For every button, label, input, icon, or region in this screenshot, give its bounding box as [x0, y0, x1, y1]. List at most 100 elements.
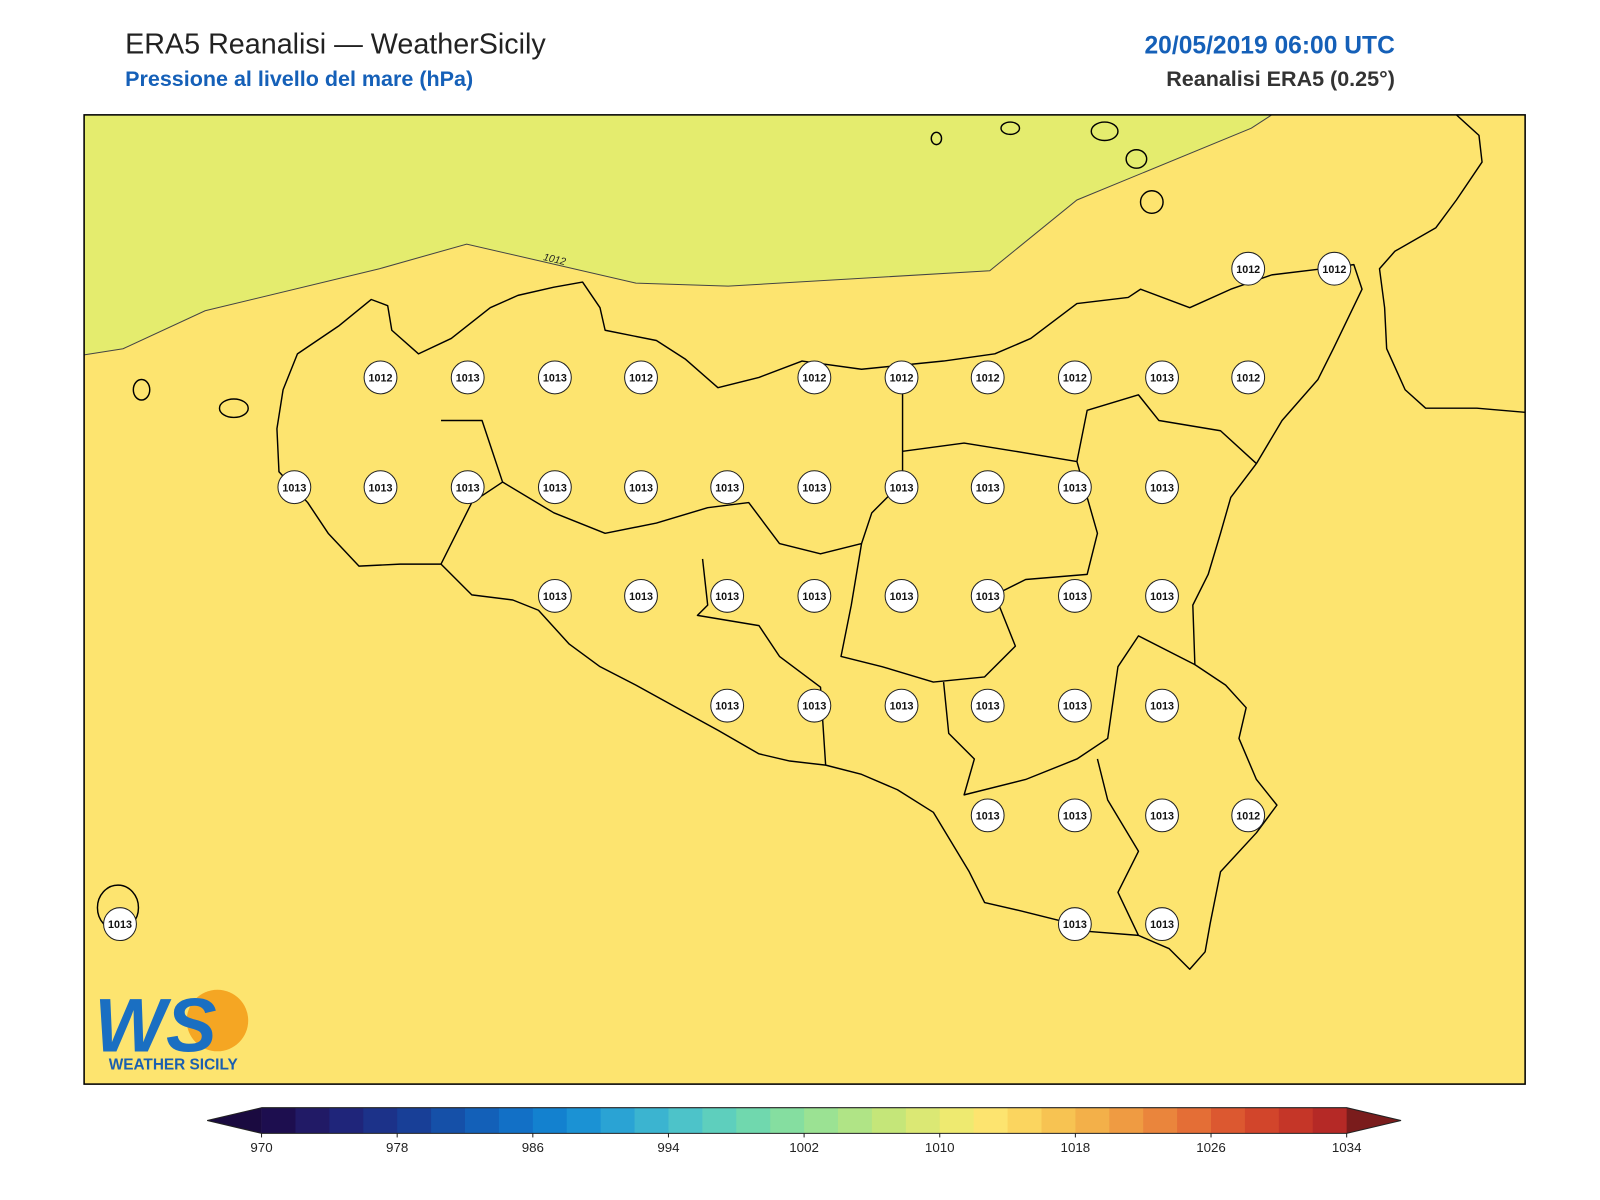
colorbar-segment	[261, 1107, 296, 1134]
stations: 1012 1012 1012 1013 1013 1012 1012 1012 1012 1012…	[103, 251, 1352, 942]
sicily-coast	[276, 263, 1363, 970]
station-label: 1013	[1063, 919, 1087, 931]
station-marker	[1057, 360, 1092, 395]
regional-borders	[440, 364, 1257, 936]
station-marker	[1057, 578, 1092, 613]
station-label: 1012	[802, 373, 826, 385]
station-marker	[1145, 688, 1179, 723]
station-label: 1013	[715, 701, 739, 713]
island	[132, 378, 151, 401]
station-label: 1013	[1063, 701, 1087, 713]
colorbar-segment	[1007, 1107, 1042, 1134]
station-label: 1012	[1236, 373, 1260, 385]
colorbar-tick-label: 1010	[925, 1140, 955, 1155]
colorbar-segment	[1143, 1107, 1178, 1134]
colorbar-segment	[973, 1107, 1009, 1134]
station-marker	[1231, 251, 1266, 286]
colorbar-segment	[1109, 1107, 1144, 1134]
map-frame	[83, 114, 1526, 1085]
colorbar-segment	[905, 1107, 941, 1134]
station-label: 1013	[1063, 810, 1087, 822]
isobar	[84, 114, 1273, 356]
colorbar-segment	[1177, 1107, 1212, 1134]
station-label: 1012	[1063, 373, 1087, 385]
station-label: 1013	[543, 591, 567, 603]
station-marker	[710, 688, 745, 723]
station-label: 1013	[976, 482, 1000, 494]
colorbar-segment	[566, 1107, 602, 1134]
station-label: 1013	[802, 591, 826, 603]
colorbar-segment	[804, 1107, 839, 1134]
colorbar-segment	[532, 1107, 568, 1134]
colorbar-segment	[770, 1107, 805, 1134]
station-marker	[363, 360, 398, 395]
colorbar-segment	[498, 1107, 534, 1134]
colorbar-tick-label: 1002	[789, 1140, 819, 1155]
colorbar-segment	[736, 1107, 771, 1134]
island	[1000, 121, 1021, 136]
station-marker	[1145, 798, 1179, 833]
station-label: 1013	[369, 482, 393, 494]
station-marker	[797, 578, 832, 613]
station-label: 1013	[1063, 591, 1087, 603]
colorbar-segment	[600, 1107, 636, 1134]
station-label: 1013	[629, 591, 653, 603]
station-marker	[624, 360, 658, 395]
colorbar-segment	[1312, 1107, 1348, 1134]
colorbar-segment	[431, 1107, 466, 1134]
station-label: 1013	[802, 701, 826, 713]
station-marker	[537, 360, 572, 395]
colorbar-segment	[1244, 1107, 1280, 1134]
station-label: 1013	[629, 482, 653, 494]
station-label: 1013	[456, 373, 480, 385]
station-label: 1013	[890, 591, 914, 603]
station-label: 1013	[890, 482, 914, 494]
station-label: 1013	[715, 482, 739, 494]
station-marker	[970, 688, 1005, 723]
station-label: 1013	[976, 810, 1000, 822]
station-marker	[884, 688, 919, 723]
station-marker	[710, 578, 745, 613]
station-label: 1013	[543, 482, 567, 494]
station-label: 1013	[1150, 701, 1174, 713]
station-marker	[624, 470, 658, 505]
station-label: 1013	[456, 482, 480, 494]
station-marker	[970, 470, 1005, 505]
station-marker	[970, 360, 1005, 395]
station-marker	[1231, 798, 1266, 833]
pressure-area	[84, 114, 1272, 355]
station-label: 1013	[1150, 810, 1174, 822]
station-label: 1012	[1236, 264, 1260, 276]
station-marker	[884, 470, 919, 505]
station-label: 1013	[1150, 591, 1174, 603]
station-marker	[797, 470, 832, 505]
colorbar-tick-label: 978	[386, 1140, 408, 1155]
station-label: 1012	[976, 373, 1000, 385]
station-marker	[970, 798, 1005, 833]
date: 20/05/2019 06:00 UTC	[1144, 32, 1395, 59]
island	[1139, 190, 1164, 215]
station-label: 1013	[1150, 373, 1174, 385]
colorbar-segment	[668, 1107, 703, 1134]
station-label: 1013	[543, 373, 567, 385]
colorbar: 970 978 986 994 1002 1010 1018 1026 1034	[207, 1107, 1402, 1155]
station-label: 1012	[1236, 810, 1260, 822]
colorbar-segment	[838, 1107, 873, 1134]
logo: WS WEATHER SICILY	[94, 983, 249, 1074]
station-marker	[884, 360, 919, 395]
station-marker	[1057, 798, 1092, 833]
colorbar-segment	[1278, 1107, 1314, 1134]
station-label: 1012	[1322, 264, 1346, 276]
station-marker	[1057, 907, 1092, 942]
station-marker	[450, 360, 485, 395]
station-label: 1013	[890, 701, 914, 713]
station-marker	[537, 578, 572, 613]
station-marker	[1145, 907, 1179, 942]
colorbar-extend-low	[207, 1107, 262, 1134]
station-marker	[797, 360, 832, 395]
station-label: 1012	[629, 373, 653, 385]
station-marker	[884, 578, 919, 613]
station-marker	[1231, 360, 1266, 395]
logo-mark: WS	[94, 983, 216, 1068]
station-marker	[970, 578, 1005, 613]
